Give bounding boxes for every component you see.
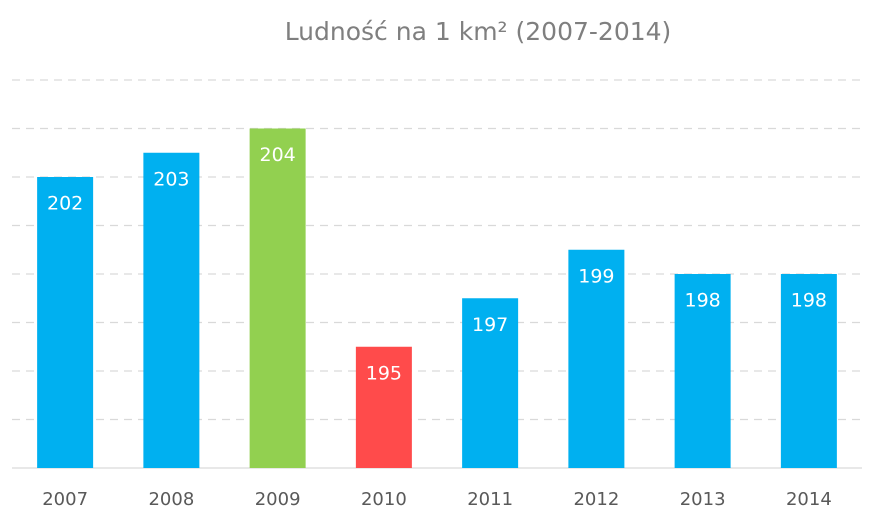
bar <box>674 274 731 468</box>
x-tick-label: 2010 <box>361 489 407 510</box>
data-label: 198 <box>684 290 720 312</box>
x-tick-label: 2008 <box>148 489 194 510</box>
data-label: 195 <box>366 362 402 384</box>
bar <box>249 128 306 468</box>
x-tick-label: 2009 <box>255 489 301 510</box>
data-label: 199 <box>578 265 614 287</box>
data-label: 202 <box>47 193 83 215</box>
data-label: 198 <box>791 290 827 312</box>
x-tick-label: 2014 <box>786 489 832 510</box>
bar <box>462 298 519 468</box>
x-tick-label: 2012 <box>573 489 619 510</box>
bar <box>37 177 94 468</box>
x-tick-label: 2011 <box>467 489 513 510</box>
data-label: 197 <box>472 314 508 336</box>
data-label: 203 <box>153 168 189 190</box>
bar <box>568 249 625 468</box>
data-label: 204 <box>259 144 295 166</box>
bar <box>143 152 200 468</box>
x-tick-label: 2007 <box>42 489 88 510</box>
chart-title: Ludność na 1 km² (2007-2014) <box>285 17 672 46</box>
bar <box>780 274 837 468</box>
bar <box>355 346 412 468</box>
x-tick-label: 2013 <box>680 489 726 510</box>
